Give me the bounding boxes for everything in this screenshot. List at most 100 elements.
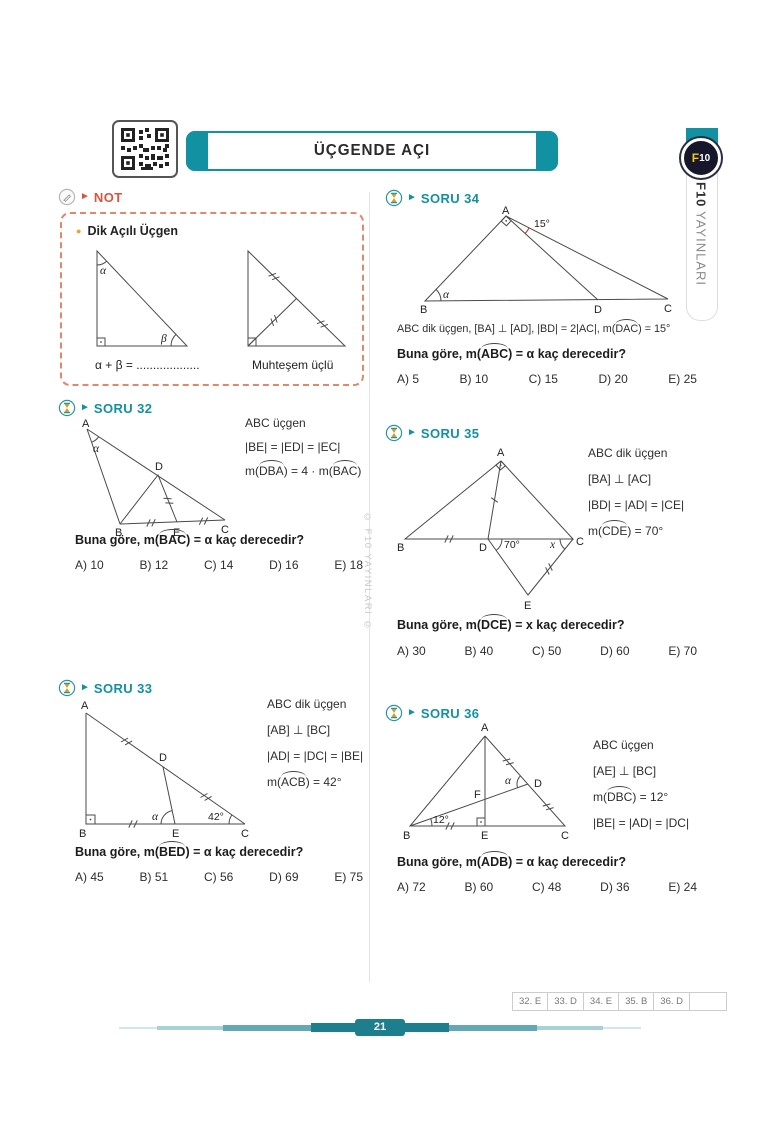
vertex-label-a: A <box>502 206 510 217</box>
footer-segment <box>157 1025 223 1030</box>
note-box <box>60 212 364 386</box>
vertex-label-d: D <box>479 542 487 554</box>
vertex-label-a: A <box>81 700 89 712</box>
note-header: ► NOT <box>58 188 123 206</box>
info-line: [AE] ⊥ [BC] <box>593 764 657 778</box>
note-heading: ● Dik Açılı Üçgen <box>76 224 178 238</box>
publisher-name-bold: F10 <box>693 182 709 208</box>
bullet-icon: ● <box>76 226 82 236</box>
x-label: x <box>549 539 556 551</box>
vertex-label-c: C <box>221 524 229 536</box>
vertex-label-b: B <box>403 830 410 842</box>
vertex-label-d: D <box>594 304 602 316</box>
answer-option: D) 36 <box>600 880 630 894</box>
info-line: ABC dik üçgen <box>588 446 668 460</box>
q33-label: SORU 33 <box>93 680 153 696</box>
answer-key-cell <box>690 993 726 1010</box>
vertex-label-b: B <box>397 542 404 554</box>
arrow-icon: ► <box>407 192 417 203</box>
q34-info: ABC dik üçgen, [BA] ⊥ [AD], |BD| = 2|AC|… <box>397 319 671 335</box>
answer-option: E) 70 <box>668 644 697 658</box>
answer-key-cell: 32. E <box>513 993 549 1010</box>
info-line: |BD| = |AD| = |CE| <box>588 498 685 512</box>
q36-answers: A) 72 B) 60 C) 48 D) 36 E) 24 <box>397 880 697 894</box>
hourglass-icon <box>385 189 403 207</box>
answer-option: E) 25 <box>668 372 697 386</box>
vertex-label-e: E <box>172 828 179 840</box>
info-line: |BE| = |AD| = |DC| <box>593 816 690 830</box>
watermark-text: © F10 YAYINLARI © <box>362 512 373 632</box>
vertex-label-e: E <box>481 830 488 842</box>
q32-info: ABC üçgen |BE| = |ED| = |EC| m(DBA) = 4 … <box>245 416 361 478</box>
footer-segment <box>223 1024 311 1031</box>
hourglass-icon <box>385 424 403 442</box>
q33-answers: A) 45 B) 51 C) 56 D) 69 E) 75 <box>75 870 363 884</box>
info-line: |BE| = |ED| = |EC| <box>245 440 341 454</box>
q36-info: ABC üçgen [AE] ⊥ [BC] m(DBC) = 12° |BE| … <box>593 738 689 830</box>
column-divider <box>369 192 370 982</box>
publisher-name-vertical: F10 YAYINLARI <box>686 182 716 314</box>
q36-label: SORU 36 <box>420 705 480 721</box>
angle-label: 12° <box>433 814 449 826</box>
answer-option: E) 18 <box>334 558 363 572</box>
page-number-badge: 21 <box>355 1019 405 1036</box>
beta-label: β <box>160 333 167 345</box>
answer-option: D) 20 <box>598 372 628 386</box>
q36-header: ► SORU 36 <box>385 704 479 722</box>
q32-answers: A) 10 B) 12 C) 14 D) 16 E) 18 <box>75 558 363 572</box>
info-line: m(DBA) = 4 · m(BAC) <box>245 460 362 478</box>
q34-diagram: A B C D α 15° <box>420 206 672 316</box>
hourglass-icon <box>58 679 76 697</box>
q33-diagram: A B C D E α 42° <box>79 700 249 840</box>
angle-label: 42° <box>208 811 224 823</box>
alpha-label: α <box>93 443 100 455</box>
note-left-caption: α + β = ................... <box>95 358 200 372</box>
answer-option: C) 48 <box>532 880 562 894</box>
publisher-name-rest: YAYINLARI <box>693 211 709 287</box>
answer-key-cell: 36. D <box>654 993 690 1010</box>
q33-info: ABC dik üçgen [AB] ⊥ [BC] |AD| = |DC| = … <box>267 697 363 789</box>
title-bar-left-cap <box>186 131 208 171</box>
note-right-caption: Muhteşem üçlü <box>252 358 334 372</box>
answer-option: A) 10 <box>75 558 104 572</box>
answer-option: D) 60 <box>600 644 630 658</box>
vertex-label-b: B <box>420 304 427 316</box>
answer-option: C) 50 <box>532 644 562 658</box>
vertex-label-f: F <box>474 789 481 801</box>
f10-logo-num: 10 <box>699 152 711 164</box>
vertex-label-d: D <box>155 461 163 473</box>
vertex-label-c: C <box>664 303 672 315</box>
vertex-label-b: B <box>79 828 86 840</box>
q35-diagram: A B C D E 70° x <box>397 447 584 612</box>
vertex-label-c: C <box>576 536 584 548</box>
answer-key-cell: 35. B <box>619 993 655 1010</box>
q32-diagram: A α B C D E <box>82 418 229 539</box>
footer-segment <box>405 1023 449 1032</box>
info-line: [BA] ⊥ [AC] <box>588 472 652 486</box>
hourglass-icon <box>385 704 403 722</box>
alpha-label: α <box>152 811 159 823</box>
answer-option: C) 56 <box>204 870 234 884</box>
answer-option: E) 24 <box>668 880 697 894</box>
footer-segment <box>537 1025 603 1030</box>
arrow-icon: ► <box>407 707 417 718</box>
vertex-label-e: E <box>524 600 531 612</box>
vertex-label-a: A <box>481 723 489 734</box>
answer-option: B) 51 <box>139 870 169 884</box>
info-line: |AD| = |DC| = |BE| <box>267 749 364 763</box>
q34-label: SORU 34 <box>420 190 480 206</box>
alpha-label: α <box>100 265 107 277</box>
hourglass-icon <box>58 399 76 417</box>
answer-option: A) 30 <box>397 644 426 658</box>
q32-question: Buna göre, m(BAC) = α kaç derecedir? <box>75 529 304 547</box>
q32-label: SORU 32 <box>93 400 153 416</box>
footer-segment <box>311 1023 355 1032</box>
arrow-icon: ► <box>80 191 90 202</box>
info-line: ABC dik üçgen <box>267 697 347 711</box>
answer-option: C) 14 <box>204 558 234 572</box>
alpha-label: α <box>443 289 450 301</box>
answer-option: A) 45 <box>75 870 104 884</box>
chapter-title-bar: ÜÇGENDE AÇI <box>186 131 558 171</box>
answer-option: D) 16 <box>269 558 299 572</box>
